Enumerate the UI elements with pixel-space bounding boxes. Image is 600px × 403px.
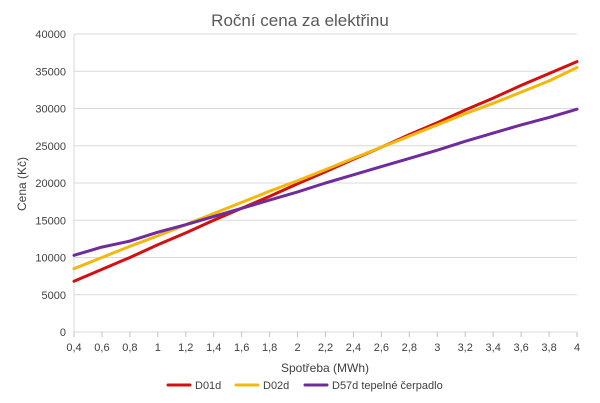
x-tick-label: 2,4 — [346, 342, 361, 354]
y-axis-title: Cena (Kč) — [15, 157, 29, 211]
y-tick-label: 30000 — [35, 104, 66, 116]
x-tick-label: 3,8 — [541, 342, 556, 354]
y-axis-ticks: 0 5000 10000 15000 20000 25000 30000 35000 40000 — [35, 29, 66, 339]
y-tick-label: 20000 — [35, 178, 66, 190]
series-line-1 — [72, 60, 579, 283]
series-line-2 — [72, 66, 579, 271]
x-tick-label: 1,6 — [234, 342, 249, 354]
x-tick-label: 2 — [294, 342, 300, 354]
series-lines — [72, 60, 579, 283]
legend: D01d D02d D57d tepelné čerpadlo — [166, 380, 443, 392]
x-axis-title: Spotřeba (MWh) — [281, 361, 369, 375]
y-tick-label: 40000 — [35, 29, 66, 41]
x-tick-label: 3,2 — [458, 342, 473, 354]
y-tick-label: 10000 — [35, 253, 66, 265]
y-tick-label: 5000 — [42, 290, 66, 302]
x-tick-label: 2,8 — [402, 342, 417, 354]
x-tick-label: 3 — [434, 342, 440, 354]
x-tick-label: 1,8 — [262, 342, 277, 354]
x-tick-label: 4 — [574, 342, 580, 354]
y-tick-label: 35000 — [35, 66, 66, 78]
legend-label: D57d tepelné čerpadlo — [332, 380, 443, 392]
series-line-3 — [72, 107, 579, 257]
x-axis-ticks: 0,4 0,6 0,8 1 1,2 1,4 1,6 1,8 2 2,2 2,4 2,6 2,8 3 3,2 3… — [66, 332, 580, 354]
x-tick-label: 2,6 — [374, 342, 389, 354]
x-tick-label: 0,6 — [94, 342, 109, 354]
y-tick-label: 15000 — [35, 215, 66, 227]
x-tick-label: 0,8 — [122, 342, 137, 354]
x-tick-label: 1 — [155, 342, 161, 354]
x-tick-label: 1,4 — [206, 342, 221, 354]
legend-label: D01d — [195, 380, 221, 392]
x-tick-label: 1,2 — [178, 342, 193, 354]
legend-label: D02d — [263, 380, 289, 392]
x-tick-label: 3,4 — [486, 342, 501, 354]
x-tick-label: 2,2 — [318, 342, 333, 354]
y-tick-label: 25000 — [35, 141, 66, 153]
x-tick-label: 3,6 — [513, 342, 528, 354]
chart-title: Roční cena za elektřinu — [211, 11, 389, 30]
x-tick-label: 0,4 — [66, 342, 81, 354]
y-tick-label: 0 — [60, 327, 66, 339]
